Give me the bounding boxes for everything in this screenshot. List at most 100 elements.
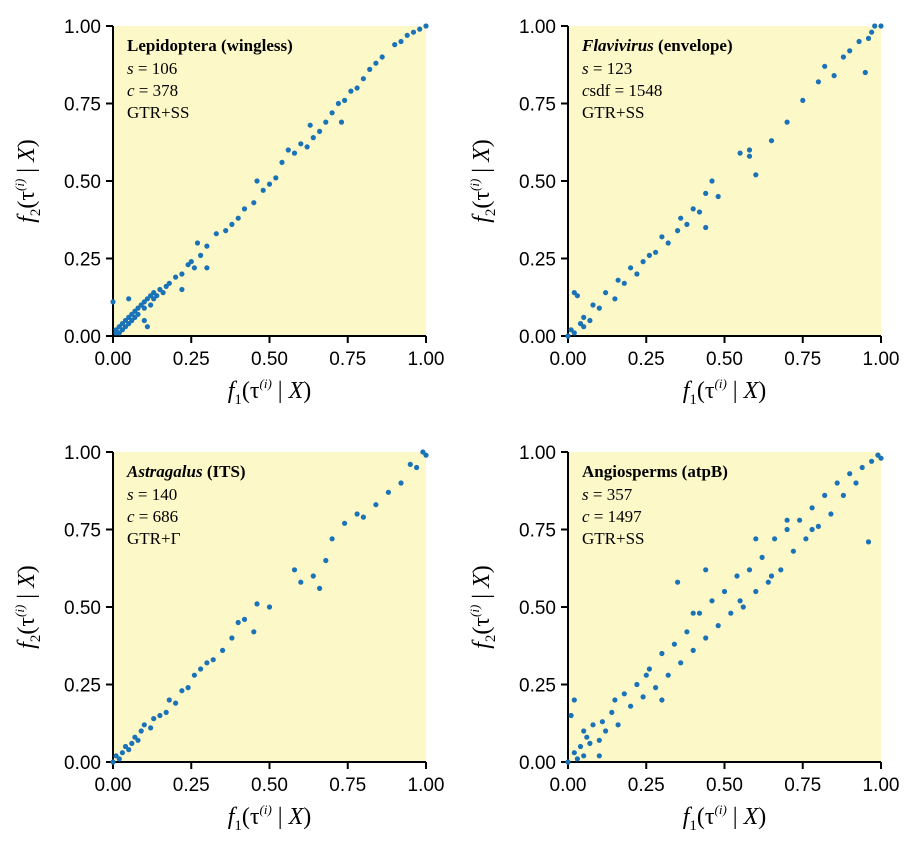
data-point: [612, 296, 618, 302]
data-point: [878, 23, 884, 29]
y-tick-label: 0.25: [519, 676, 556, 697]
data-point: [728, 610, 734, 616]
data-point: [609, 709, 615, 715]
y-tick-label: 0.50: [519, 172, 556, 193]
data-point: [753, 588, 759, 595]
data-point: [565, 333, 571, 339]
y-tick-label: 0.25: [64, 676, 101, 697]
data-point: [584, 734, 590, 740]
data-point: [198, 666, 204, 672]
data-point: [122, 324, 129, 330]
data-point: [643, 672, 649, 678]
y-tick-label: 1.00: [64, 17, 101, 38]
data-point: [596, 305, 602, 311]
data-point: [865, 35, 872, 42]
data-point: [659, 650, 665, 657]
data-point: [778, 567, 784, 573]
data-point: [210, 657, 216, 663]
data-point: [590, 722, 596, 728]
data-point: [323, 119, 329, 125]
y-tick-label: 1.00: [519, 17, 556, 38]
x-tick-label: 0.75: [329, 349, 366, 370]
x-tick-label: 0.00: [550, 775, 587, 796]
data-point: [229, 221, 235, 227]
data-point: [822, 63, 828, 69]
data-point: [768, 138, 775, 144]
data-point: [291, 150, 298, 156]
data-point: [759, 554, 765, 560]
data-point: [119, 750, 125, 756]
data-point: [188, 259, 194, 265]
panel-info-line: GTR+SS: [582, 529, 645, 548]
data-point: [577, 743, 584, 750]
data-point: [144, 296, 150, 302]
data-point: [828, 511, 834, 517]
data-point: [862, 69, 868, 76]
data-point: [110, 299, 116, 305]
data-point: [338, 119, 345, 125]
data-point: [675, 228, 681, 234]
data-point: [603, 290, 609, 296]
data-point: [709, 598, 715, 604]
data-point: [690, 206, 696, 212]
data-point: [737, 598, 743, 604]
data-point: [659, 234, 665, 240]
data-point: [135, 737, 141, 743]
data-point: [204, 660, 210, 666]
y-axis-label: f2(τ(i) | X): [467, 565, 499, 649]
data-point: [310, 573, 316, 579]
y-tick-label: 0.50: [64, 172, 101, 193]
data-point: [856, 38, 862, 45]
data-point: [342, 97, 348, 103]
data-point: [298, 579, 304, 585]
data-point: [398, 480, 404, 486]
data-point: [113, 753, 119, 759]
data-point: [800, 97, 806, 103]
panel-info-line: s = 140: [127, 485, 177, 504]
data-point: [348, 88, 354, 94]
data-point: [160, 290, 166, 296]
x-tick-label: 0.50: [706, 775, 743, 796]
data-point: [665, 240, 671, 246]
data-point: [675, 579, 681, 585]
data-point: [596, 737, 602, 743]
y-axis-label: f2(τ(i) | X): [467, 139, 499, 223]
data-point: [847, 471, 853, 477]
data-point: [574, 756, 580, 762]
data-point: [703, 190, 709, 196]
x-tick-label: 0.50: [251, 349, 288, 370]
data-point: [151, 716, 157, 722]
data-point: [213, 231, 219, 237]
data-point: [329, 536, 335, 542]
data-point: [715, 193, 721, 200]
data-point: [840, 492, 846, 498]
data-point: [746, 147, 753, 153]
data-point: [220, 647, 226, 653]
data-point: [260, 187, 266, 193]
data-point: [574, 293, 580, 299]
data-point: [335, 100, 341, 107]
y-tick-label: 0.00: [519, 753, 556, 774]
y-tick-label: 0.00: [64, 753, 101, 774]
data-point: [878, 455, 884, 461]
data-point: [568, 712, 574, 719]
data-point: [587, 740, 593, 746]
data-point: [646, 666, 652, 672]
data-point: [590, 302, 596, 308]
data-point: [235, 215, 241, 221]
data-point: [581, 324, 587, 330]
y-tick-label: 0.00: [64, 327, 101, 348]
data-point: [266, 181, 273, 187]
data-point: [360, 514, 366, 520]
data-point: [379, 54, 385, 60]
plot-area: [568, 26, 881, 336]
data-point: [298, 141, 304, 147]
data-point: [420, 449, 426, 455]
data-point: [323, 557, 329, 564]
data-point: [342, 520, 348, 526]
data-point: [772, 536, 778, 542]
data-point: [612, 697, 618, 703]
data-point: [765, 579, 771, 585]
panel-info-line: s = 357: [582, 485, 633, 504]
data-point: [157, 712, 163, 719]
